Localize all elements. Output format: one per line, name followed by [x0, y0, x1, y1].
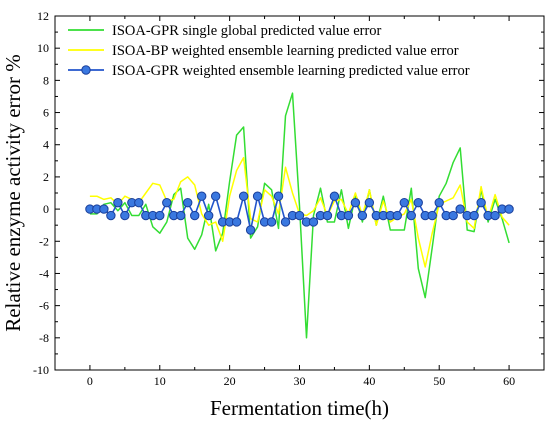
series-3-point — [231, 217, 242, 227]
y-tick-label: 6 — [43, 106, 49, 120]
series-3-point — [343, 210, 354, 221]
series-3-point — [197, 191, 207, 201]
y-tick-label: -8 — [39, 331, 49, 345]
y-tick-label: 8 — [43, 73, 49, 87]
series-3-point — [210, 191, 221, 201]
series-3-point — [106, 210, 116, 221]
x-tick-label: 40 — [363, 374, 375, 388]
y-tick-label: -4 — [39, 266, 49, 280]
series-3-point — [176, 210, 186, 221]
y-tick-label: 10 — [37, 41, 49, 55]
series-3-point — [490, 210, 500, 221]
series-3-point — [134, 197, 144, 208]
legend-label-3: ISOA-GPR weighted ensemble learning pred… — [112, 63, 470, 79]
series-3-point — [203, 210, 214, 221]
x-axis-title: Fermentation time(h) — [210, 396, 389, 420]
series-3-point — [427, 210, 437, 221]
series-3-point — [350, 197, 361, 208]
y-tick-label: 12 — [37, 9, 49, 23]
y-tick-label: 2 — [43, 170, 49, 184]
series-3-point — [99, 204, 109, 214]
series-3-point — [190, 210, 200, 221]
series-3-point — [120, 210, 130, 221]
series-3-point — [266, 217, 277, 227]
series-3-point — [357, 210, 368, 221]
series-3-point — [280, 217, 291, 227]
series-3-point — [308, 217, 319, 227]
x-tick-label: 60 — [503, 374, 515, 388]
series-line-1 — [89, 92, 510, 339]
tick-layer: 0 10 20 30 40 50 60 -10 -8 -6 -4 -2 0 2 4 6 8 10 12 — [33, 9, 545, 388]
series-3-point — [413, 197, 423, 208]
series-3-point — [322, 210, 333, 221]
series-3-point — [399, 197, 409, 208]
y-tick-label: 4 — [43, 138, 49, 152]
series-3-point — [329, 191, 340, 201]
y-tick-label: -2 — [39, 234, 49, 248]
series-3-point — [476, 197, 486, 208]
x-tick-label: 10 — [154, 374, 166, 388]
series-3-point — [448, 210, 458, 221]
series-3-point — [504, 204, 514, 214]
series-3-point — [238, 191, 249, 201]
series-3-point — [364, 197, 375, 208]
legend: ISOA-GPR single global predicted value e… — [68, 23, 470, 79]
legend-label-1: ISOA-GPR single global predicted value e… — [112, 23, 382, 39]
series-3-point — [245, 225, 256, 235]
x-tick-label: 50 — [433, 374, 445, 388]
series-3-point — [294, 210, 305, 221]
series-3-point — [392, 210, 402, 221]
legend-marker-3 — [81, 65, 91, 75]
series-3-point — [273, 191, 284, 201]
series-3-point — [113, 197, 123, 208]
y-tick-label: 0 — [43, 202, 49, 216]
series-3-point — [183, 197, 193, 208]
y-axis-title: Relative enzyme activity error % — [1, 54, 25, 332]
series-3-point — [455, 204, 465, 214]
series-3-point — [252, 191, 263, 201]
legend-label-2: ISOA-BP weighted ensemble learning predi… — [112, 43, 459, 59]
series-3-point — [469, 210, 479, 221]
series-layer — [85, 92, 514, 339]
y-tick-label: -10 — [33, 363, 49, 377]
series-3-point — [434, 197, 444, 208]
x-tick-label: 20 — [224, 374, 236, 388]
series-3-point — [162, 197, 172, 208]
x-tick-label: 30 — [294, 374, 306, 388]
series-3-point — [406, 210, 416, 221]
y-tick-label: -6 — [39, 299, 49, 313]
x-tick-label: 0 — [87, 374, 93, 388]
series-3-point — [155, 210, 165, 221]
